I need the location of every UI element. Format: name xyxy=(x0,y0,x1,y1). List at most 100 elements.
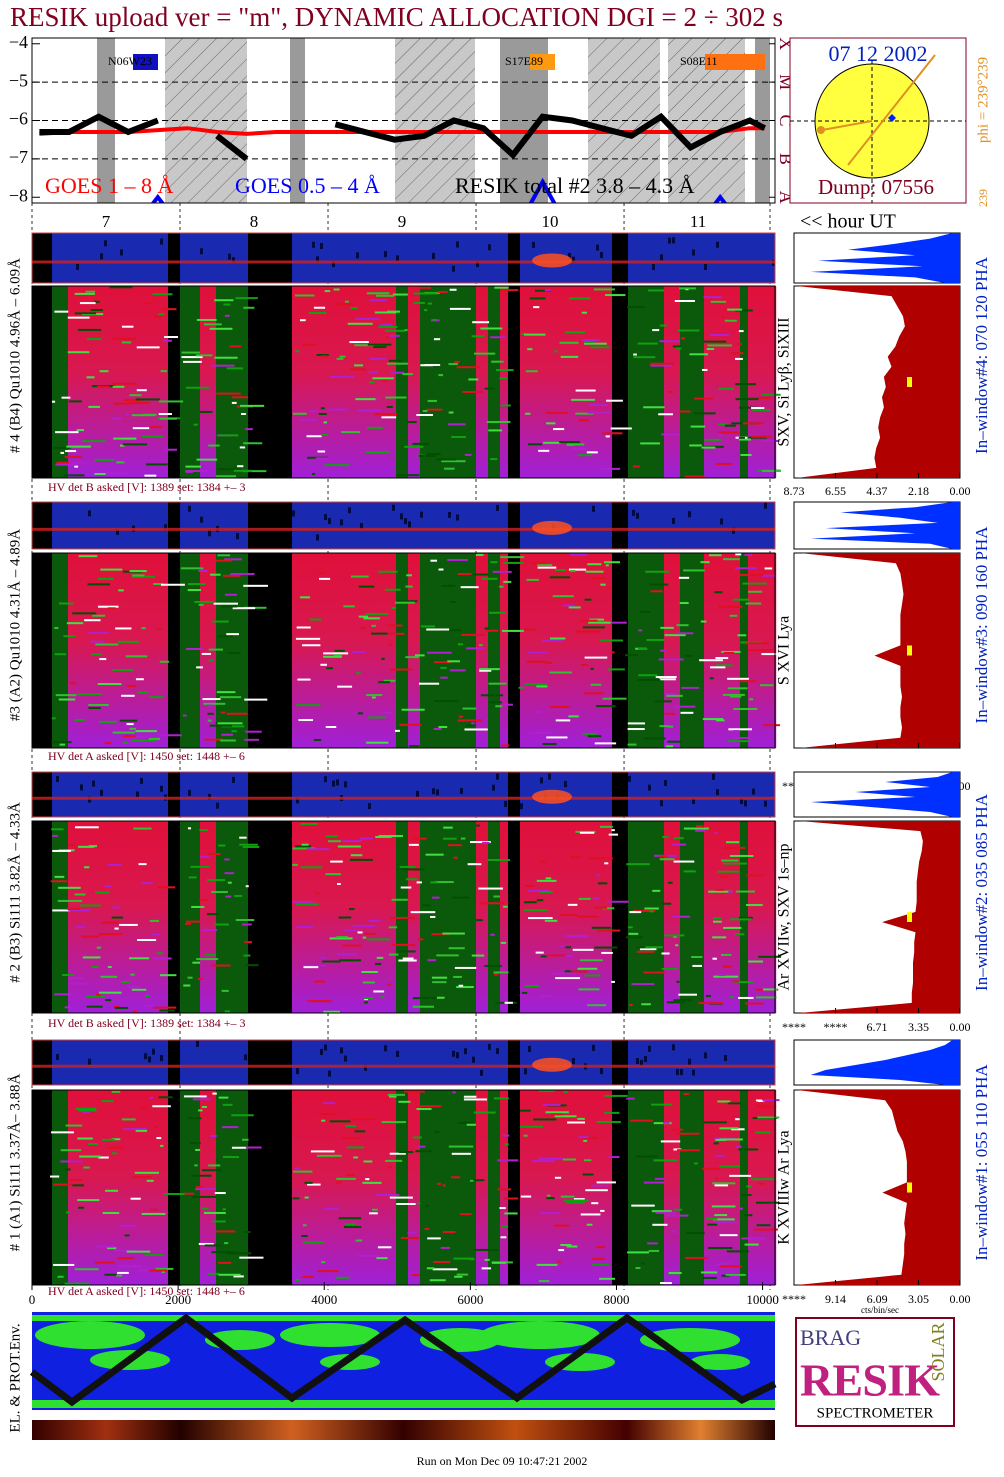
spectro-streak xyxy=(460,586,479,589)
spectro-column xyxy=(304,553,309,748)
spectro-streak xyxy=(155,1267,174,1270)
spectro-column xyxy=(228,821,233,1013)
spectro-streak xyxy=(426,1267,435,1270)
orbit-latitude xyxy=(29,1313,777,1407)
spectro-column xyxy=(668,553,673,748)
spectro-streak xyxy=(234,894,243,897)
spectro-streak xyxy=(753,1228,779,1231)
spectro-streak xyxy=(721,315,725,318)
spectro-streak xyxy=(76,429,85,432)
spectro-streak xyxy=(719,1234,738,1237)
spectro-streak xyxy=(224,1010,230,1013)
spectro-streak xyxy=(647,1242,658,1245)
spectro-column xyxy=(188,1090,193,1285)
spectro-streak xyxy=(188,876,197,879)
spectro-streak xyxy=(701,368,708,371)
spectro-column xyxy=(324,553,329,748)
spectro-streak xyxy=(127,985,140,988)
spectro-column xyxy=(256,553,261,748)
spectro-column xyxy=(352,1090,357,1285)
spectro-streak xyxy=(295,903,319,906)
strip-gap xyxy=(616,1040,620,1085)
spectro-streak xyxy=(201,928,218,931)
spectro-streak xyxy=(443,837,457,840)
strip-noise xyxy=(704,264,707,271)
spectro-streak xyxy=(339,959,362,962)
strip-noise xyxy=(160,785,163,792)
spectro-streak xyxy=(221,1126,239,1129)
spectro-streak xyxy=(203,702,226,705)
spectro-streak xyxy=(206,913,220,916)
strip-noise xyxy=(572,256,575,263)
spectro-streak xyxy=(382,379,387,382)
strip-noise xyxy=(436,789,439,796)
strip-noise xyxy=(628,775,631,782)
spectro-streak xyxy=(164,336,179,339)
spectro-streak xyxy=(384,329,405,332)
spectro-column xyxy=(724,1090,729,1285)
strip-noise xyxy=(752,788,755,795)
spectro-streak xyxy=(159,417,177,420)
spectro-streak xyxy=(405,585,413,588)
spectro-streak xyxy=(758,1100,763,1103)
spectro-streak xyxy=(584,342,607,345)
spectro-column xyxy=(660,286,665,478)
strip-gap xyxy=(620,1040,624,1085)
spectro-streak xyxy=(229,345,242,348)
spectro-streak xyxy=(504,1197,519,1200)
spectro-column xyxy=(252,553,257,748)
spectro-streak xyxy=(568,568,587,571)
spectro-streak xyxy=(560,1243,572,1246)
spectro-column xyxy=(372,1090,377,1285)
spectro-streak xyxy=(497,1159,519,1162)
spectro-column xyxy=(320,821,325,1013)
spectrum-tick-label: 6.55 xyxy=(825,484,846,498)
strip-gap xyxy=(264,1040,268,1085)
spectro-streak xyxy=(369,1212,378,1215)
strip-flare xyxy=(532,789,572,804)
strip-gap xyxy=(616,772,620,817)
spectro-column xyxy=(744,553,749,748)
spectro-column xyxy=(516,821,521,1013)
spectro-streak xyxy=(402,373,413,376)
spectro-streak xyxy=(647,289,665,292)
spectro-column xyxy=(140,553,145,748)
orbit-tick-label: 6000 xyxy=(457,1292,483,1307)
spectro-streak xyxy=(306,848,330,851)
strip-noise xyxy=(92,780,95,787)
spectro-streak xyxy=(738,996,754,999)
spectro-streak xyxy=(90,640,105,643)
spectro-streak xyxy=(335,1276,350,1279)
spectro-streak xyxy=(451,435,466,438)
strip-gap xyxy=(48,772,52,817)
spectro-streak xyxy=(369,299,388,302)
spectro-streak xyxy=(119,444,125,447)
spectro-column xyxy=(96,821,101,1013)
spectro-streak xyxy=(149,1096,153,1099)
spectro-streak xyxy=(735,383,756,386)
x-axis-label: << hour UT xyxy=(800,211,896,233)
spectro-streak xyxy=(222,1208,226,1211)
spectro-column xyxy=(620,1090,625,1285)
spectro-streak xyxy=(546,736,568,739)
spectro-column xyxy=(568,286,573,478)
spectro-streak xyxy=(587,411,611,414)
spectro-streak xyxy=(720,875,729,878)
spectro-streak xyxy=(708,890,732,893)
spectro-column xyxy=(760,821,765,1013)
orbit-track xyxy=(821,120,873,131)
spectro-streak xyxy=(481,577,498,580)
spectro-column xyxy=(544,553,549,748)
spectro-streak xyxy=(604,1094,628,1097)
spectro-streak xyxy=(122,443,148,446)
spectro-streak xyxy=(661,952,670,955)
spectro-column xyxy=(472,821,477,1013)
spectro-streak xyxy=(744,1002,764,1005)
spectro-streak xyxy=(325,835,338,838)
spectro-streak xyxy=(363,1160,373,1163)
spectro-streak xyxy=(519,1109,531,1112)
spectro-column xyxy=(160,286,165,478)
line-marker xyxy=(907,645,912,656)
line-marker xyxy=(907,912,912,922)
hour-label: 11 xyxy=(690,212,706,231)
